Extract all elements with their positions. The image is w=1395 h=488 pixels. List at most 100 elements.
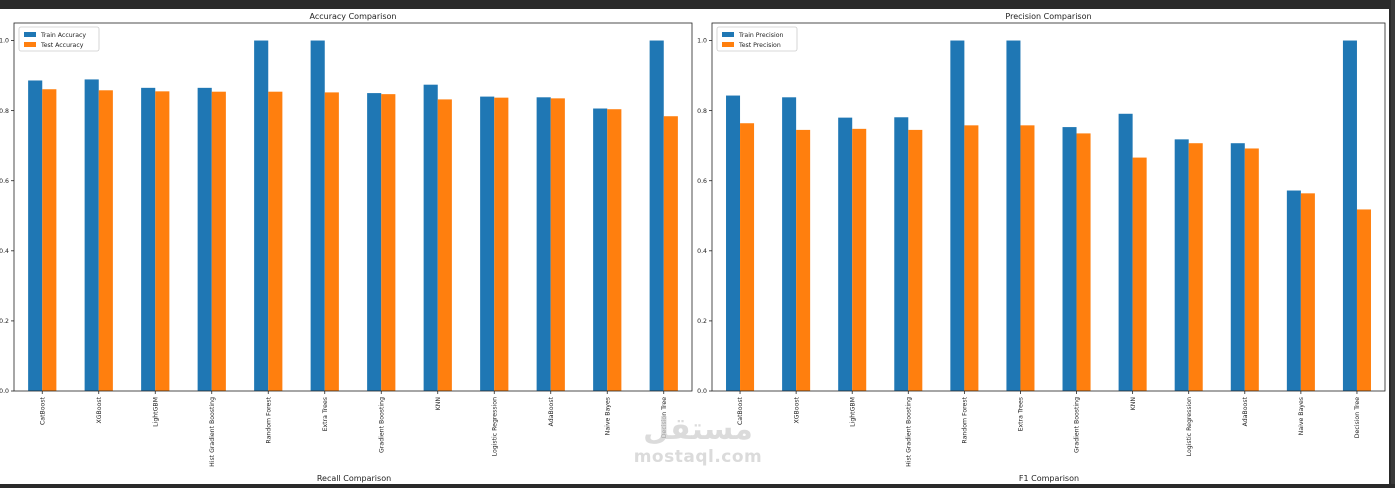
bar-train-precision-logistic-regression xyxy=(1174,139,1189,391)
plot-frame xyxy=(13,22,693,392)
y-tick-label: 1.0 xyxy=(0,38,9,45)
bar-train-accuracy-hist-gradient-boosting xyxy=(197,87,212,391)
legend-label-train-accuracy: Train Accuracy xyxy=(40,32,86,39)
x-tick-label-xgboost: XGBoost xyxy=(793,396,800,423)
x-tick-label-knn: KNN xyxy=(1130,397,1137,411)
window-top-bar xyxy=(0,0,1395,9)
x-tick-label-logistic-regression: Logistic Regression xyxy=(491,397,498,456)
y-tick-label: 0.4 xyxy=(0,248,9,255)
legend-swatch-test-precision xyxy=(722,42,734,47)
bar-train-precision-extra-trees xyxy=(1006,40,1021,392)
bar-test-accuracy-adaboost xyxy=(550,98,565,391)
bar-test-precision-decision-tree xyxy=(1356,209,1371,391)
x-tick-label-hist-gradient-boosting: Hist Gradient Boosting xyxy=(209,397,216,467)
y-tick-label: 0.6 xyxy=(697,178,707,185)
y-tick-label: 0.0 xyxy=(0,388,9,395)
bar-test-precision-random-forest xyxy=(964,125,979,391)
y-tick-label: 0.4 xyxy=(697,248,707,255)
bar-test-accuracy-logistic-regression xyxy=(494,97,509,391)
precision-chart-panel: Precision Comparison CatBoost XGBoost Light… xyxy=(697,12,1386,467)
bar-train-precision-catboost xyxy=(726,95,741,391)
bar-train-precision-knn xyxy=(1118,113,1133,392)
x-tick-label-logistic-regression: Logistic Regression xyxy=(1186,397,1193,456)
y-tick-label: 0.8 xyxy=(697,108,707,115)
bar-train-precision-gradient-boosting xyxy=(1062,127,1077,391)
bar-test-accuracy-knn xyxy=(437,99,452,391)
bar-train-accuracy-lightgbm xyxy=(141,87,156,391)
plot-frame xyxy=(711,22,1386,392)
x-tick-label-naive-bayes: Naive Bayes xyxy=(1298,397,1305,435)
bar-train-precision-adaboost xyxy=(1230,143,1245,391)
bar-train-precision-decision-tree xyxy=(1342,40,1357,392)
x-tick-label-extra-trees: Extra Trees xyxy=(322,397,329,431)
x-tick-label-adaboost: AdaBoost xyxy=(1242,396,1249,426)
chart-title: Accuracy Comparison xyxy=(310,12,397,21)
x-tick-label-xgboost: XGBoost xyxy=(96,396,103,423)
bar-train-accuracy-adaboost xyxy=(536,97,551,391)
x-tick-label-catboost: CatBoost xyxy=(737,396,744,425)
x-tick-label-hist-gradient-boosting: Hist Gradient Boosting xyxy=(905,397,912,467)
x-tick-label-extra-trees: Extra Trees xyxy=(1018,397,1025,431)
y-tick-label: 0.8 xyxy=(0,108,9,115)
bar-test-precision-xgboost xyxy=(796,129,811,391)
bar-train-precision-naive-bayes xyxy=(1286,190,1301,391)
bar-test-precision-lightgbm xyxy=(852,128,867,391)
legend-label-train-precision: Train Precision xyxy=(738,32,783,39)
bar-train-accuracy-knn xyxy=(423,84,438,391)
bar-test-accuracy-hist-gradient-boosting xyxy=(211,91,226,392)
bar-test-accuracy-xgboost xyxy=(98,90,113,391)
x-tick-label-decision-tree: Decision Tree xyxy=(1354,397,1361,438)
legend-label-test-accuracy: Test Accuracy xyxy=(40,42,84,49)
bar-test-precision-naive-bayes xyxy=(1300,193,1315,391)
bar-train-accuracy-random-forest xyxy=(254,40,269,392)
x-tick-label-gradient-boosting: Gradient Boosting xyxy=(1074,397,1081,453)
bar-train-precision-random-forest xyxy=(950,40,965,392)
bar-train-precision-lightgbm xyxy=(838,117,853,391)
y-tick-label: 0.2 xyxy=(697,318,707,325)
bar-test-accuracy-decision-tree xyxy=(663,116,678,391)
chart-title: Precision Comparison xyxy=(1005,12,1091,21)
accuracy-chart-panel: Accuracy Comparison CatBoost XGBoost LightG… xyxy=(0,12,693,467)
recall-comparison-title: Recall Comparison xyxy=(317,474,391,483)
bar-test-accuracy-lightgbm xyxy=(155,91,170,391)
bar-train-precision-xgboost xyxy=(782,97,797,391)
bar-test-accuracy-catboost xyxy=(42,89,57,392)
legend-box xyxy=(18,26,100,52)
x-tick-label-catboost: CatBoost xyxy=(39,396,46,425)
legend-swatch-train-precision xyxy=(722,32,734,37)
x-tick-label-naive-bayes: Naive Bayes xyxy=(604,397,611,435)
bar-train-accuracy-extra-trees xyxy=(310,40,325,392)
x-tick-label-random-forest: Random Forest xyxy=(962,396,969,443)
y-tick-label: 0.6 xyxy=(0,178,9,185)
x-tick-label-adaboost: AdaBoost xyxy=(548,396,555,426)
x-tick-label-random-forest: Random Forest xyxy=(265,396,272,443)
bar-train-accuracy-gradient-boosting xyxy=(367,93,382,391)
bar-train-accuracy-xgboost xyxy=(84,79,99,391)
bar-test-accuracy-gradient-boosting xyxy=(381,94,396,391)
x-tick-label-knn: KNN xyxy=(435,397,442,411)
bar-train-accuracy-decision-tree xyxy=(649,40,664,392)
bar-test-accuracy-random-forest xyxy=(268,91,283,392)
bar-test-precision-adaboost xyxy=(1244,148,1259,391)
x-tick-label-decision-tree: Decision Tree xyxy=(661,397,668,438)
figure-canvas: Accuracy Comparison CatBoost XGBoost LightG… xyxy=(0,9,1389,484)
bar-test-precision-gradient-boosting xyxy=(1076,133,1091,391)
bar-test-precision-logistic-regression xyxy=(1188,143,1203,391)
bar-test-precision-extra-trees xyxy=(1020,125,1035,391)
bar-test-accuracy-extra-trees xyxy=(324,92,339,391)
y-tick-label: 1.0 xyxy=(697,38,707,45)
y-tick-label: 0.0 xyxy=(697,388,707,395)
bar-test-precision-catboost xyxy=(740,123,755,391)
bar-train-accuracy-logistic-regression xyxy=(480,96,495,391)
bar-test-accuracy-naive-bayes xyxy=(607,109,622,392)
bar-train-accuracy-naive-bayes xyxy=(593,108,608,392)
bar-test-precision-knn xyxy=(1132,157,1147,391)
window-scroll-edge xyxy=(1391,0,1395,484)
bar-train-precision-hist-gradient-boosting xyxy=(894,117,909,392)
y-tick-label: 0.2 xyxy=(0,318,9,325)
bar-train-accuracy-catboost xyxy=(28,80,43,392)
legend-box xyxy=(716,26,798,52)
x-tick-label-lightgbm: LightGBM xyxy=(152,397,159,427)
x-tick-label-lightgbm: LightGBM xyxy=(849,397,856,427)
chart-figure: Accuracy Comparison CatBoost XGBoost LightG… xyxy=(0,12,1386,483)
